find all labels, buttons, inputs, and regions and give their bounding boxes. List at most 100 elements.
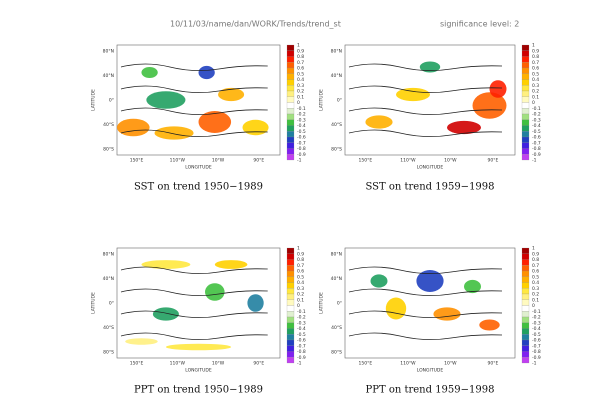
colorbar-bin bbox=[521, 136, 530, 143]
colorbar-bin bbox=[521, 102, 530, 109]
colorbar-label: 0.5 bbox=[532, 274, 539, 280]
colorbar-label: 0 bbox=[532, 303, 535, 309]
lon-tick-label: 10°W bbox=[212, 361, 225, 367]
colorbar-bin bbox=[521, 131, 530, 138]
colorbar-bin bbox=[521, 265, 530, 272]
colorbar-bin bbox=[286, 351, 295, 358]
colorbar-label: 0.9 bbox=[532, 251, 539, 257]
x-axis-label: LONGITUDE bbox=[417, 165, 444, 171]
colorbar-label: 0.9 bbox=[532, 48, 539, 54]
colorbar-label: -0.8 bbox=[297, 146, 306, 152]
colorbar-bin bbox=[521, 339, 530, 346]
colorbar-label: 0.6 bbox=[297, 66, 304, 72]
colorbar-bin bbox=[286, 339, 295, 346]
colorbar-label: 0.5 bbox=[297, 71, 304, 77]
colorbar-bin bbox=[286, 357, 295, 364]
colorbar-label: -0.3 bbox=[297, 320, 306, 326]
trend-region bbox=[198, 111, 232, 133]
colorbar-bin bbox=[286, 259, 295, 266]
contour bbox=[348, 332, 503, 340]
colorbar-bin bbox=[521, 247, 530, 254]
contour bbox=[120, 85, 268, 93]
colorbar-label: -0.1 bbox=[532, 106, 541, 112]
colorbar-bin bbox=[521, 316, 530, 323]
colorbar-bin bbox=[521, 79, 530, 86]
colorbar-bin bbox=[521, 148, 530, 155]
contour bbox=[348, 288, 503, 296]
colorbar-label: -1 bbox=[297, 361, 302, 367]
trend-region bbox=[447, 120, 481, 135]
significance-label: significance level: 2 bbox=[440, 20, 519, 29]
trend-region bbox=[117, 118, 150, 137]
lat-tick-label: 0° bbox=[337, 98, 342, 104]
colorbar-label: 0 bbox=[297, 303, 300, 309]
colorbar-label: 0.3 bbox=[297, 83, 304, 89]
trend-region bbox=[385, 297, 407, 320]
colorbar-bin bbox=[286, 102, 295, 109]
colorbar-label: -1 bbox=[532, 361, 537, 367]
colorbar-bin bbox=[286, 136, 295, 143]
colorbar-label: 0.1 bbox=[532, 94, 539, 100]
lat-tick-label: 80°N bbox=[331, 252, 342, 258]
colorbar-label: -0.1 bbox=[297, 309, 306, 315]
lon-tick-label: 110°W bbox=[400, 158, 416, 164]
colorbar-bin bbox=[286, 90, 295, 97]
y-axis-label: LATITUDE bbox=[91, 292, 97, 314]
colorbar-bin bbox=[521, 276, 530, 283]
colorbar-label: -0.8 bbox=[532, 146, 541, 152]
map-frame bbox=[344, 247, 516, 359]
colorbar-label: -0.4 bbox=[297, 123, 306, 129]
colorbar-label: -0.2 bbox=[532, 112, 541, 118]
lat-tick-label: 40°S bbox=[331, 122, 342, 128]
colorbar-label: -0.3 bbox=[297, 117, 306, 123]
colorbar-label: -1 bbox=[297, 158, 302, 164]
colorbar-bin bbox=[286, 270, 295, 277]
colorbar-label: -0.1 bbox=[532, 309, 541, 315]
lat-tick-label: 0° bbox=[109, 98, 114, 104]
contour bbox=[348, 107, 503, 115]
y-axis-label: LATITUDE bbox=[91, 89, 97, 111]
colorbar-label: -0.9 bbox=[297, 355, 306, 361]
lon-tick-label: 10°W bbox=[444, 361, 457, 367]
colorbar-bin bbox=[521, 113, 530, 120]
colorbar-bin bbox=[521, 322, 530, 329]
colorbar-label: -0.1 bbox=[297, 106, 306, 112]
colorbar-label: -0.6 bbox=[532, 135, 541, 141]
lat-tick-label: 80°N bbox=[103, 49, 114, 55]
colorbar-label: -0.8 bbox=[297, 349, 306, 355]
y-axis-label: LATITUDE bbox=[319, 292, 325, 314]
colorbar-bin bbox=[286, 131, 295, 138]
colorbar-bin bbox=[521, 253, 530, 260]
colorbar-bin bbox=[521, 299, 530, 306]
colorbar-label: -0.7 bbox=[297, 140, 306, 146]
lat-tick-label: 40°N bbox=[103, 276, 114, 282]
colorbar-label: 0.8 bbox=[297, 257, 304, 263]
contour bbox=[120, 310, 268, 318]
colorbar-bin bbox=[521, 288, 530, 295]
colorbar-label: 0.3 bbox=[532, 83, 539, 89]
colorbar-bin bbox=[286, 322, 295, 329]
colorbar-label: -0.2 bbox=[297, 315, 306, 321]
contour bbox=[120, 63, 268, 71]
colorbar-label: 0.2 bbox=[297, 89, 304, 95]
trend-region bbox=[218, 87, 245, 102]
colorbar-bin bbox=[286, 305, 295, 312]
trend-region bbox=[242, 119, 269, 136]
colorbar-label: -0.7 bbox=[532, 343, 541, 349]
lon-tick-label: 90°E bbox=[487, 361, 498, 367]
trend-region bbox=[154, 126, 194, 140]
lat-tick-label: 80°S bbox=[331, 147, 342, 153]
trend-region bbox=[489, 80, 507, 98]
colorbar-label: 1 bbox=[532, 43, 535, 49]
colorbar-bin bbox=[286, 44, 295, 51]
colorbar-bin bbox=[521, 282, 530, 289]
map-frame bbox=[116, 44, 281, 156]
colorbar-label: 0 bbox=[532, 100, 535, 106]
colorbar-label: -0.7 bbox=[297, 343, 306, 349]
colorbar-bin bbox=[286, 154, 295, 161]
colorbar-label: -0.2 bbox=[297, 112, 306, 118]
colorbar-label: 0.4 bbox=[297, 280, 304, 286]
contour bbox=[348, 63, 503, 71]
lon-tick-label: 10°W bbox=[212, 158, 225, 164]
colorbar-bin bbox=[521, 90, 530, 97]
